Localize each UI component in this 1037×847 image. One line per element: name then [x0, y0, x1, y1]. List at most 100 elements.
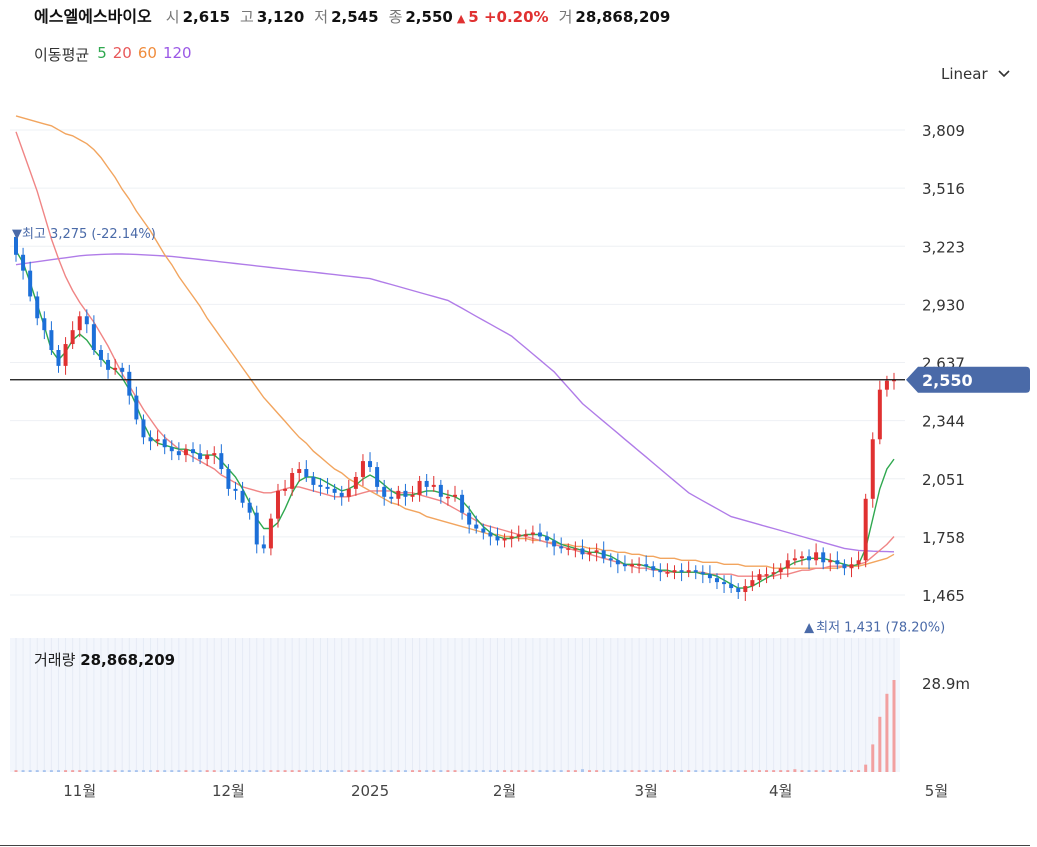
candle-body: [644, 564, 649, 567]
candle-body: [566, 548, 571, 550]
candle: [743, 579, 748, 601]
candle-body: [828, 560, 833, 563]
candle-body: [325, 486, 330, 489]
ma5-line: [15, 250, 895, 589]
volume-bar: [842, 770, 846, 772]
candle: [205, 450, 210, 467]
bottom-divider: [0, 845, 1030, 846]
volume-bar: [99, 770, 103, 772]
candle-body: [552, 540, 557, 547]
candle: [389, 487, 394, 504]
candle-body: [792, 558, 797, 561]
high-annotation: ▼ 최고 3,275 (-22.14%): [12, 227, 156, 242]
candle: [254, 505, 259, 554]
candle-body: [127, 371, 132, 396]
candle-body: [580, 548, 585, 555]
scale-dropdown[interactable]: Linear: [941, 65, 1010, 83]
candle: [84, 309, 89, 334]
candle-body: [368, 461, 373, 468]
x-tick-label: 4월: [769, 782, 792, 800]
candle-body: [523, 534, 528, 536]
volume-title-value: 28,868,209: [80, 651, 176, 669]
volume-bar: [453, 770, 457, 772]
candle-body: [169, 447, 174, 452]
candle: [268, 513, 273, 556]
y-tick-label: 1,465: [922, 587, 965, 605]
candle: [693, 565, 698, 580]
volume-bar: [892, 680, 896, 772]
candle-body: [622, 564, 627, 567]
candle: [183, 444, 188, 463]
volume-bar: [694, 770, 698, 772]
high-annotation-label: 최고 3,275 (-22.14%): [22, 227, 156, 242]
volume-bar: [524, 770, 528, 772]
scale-dropdown-value: Linear: [941, 65, 988, 83]
volume-bar: [821, 770, 825, 772]
candle-body: [615, 560, 620, 565]
candle: [729, 575, 734, 594]
ma-legend-120[interactable]: 120: [162, 44, 192, 62]
volume-bar: [403, 770, 407, 772]
candle-body: [488, 532, 493, 537]
volume-bar: [333, 770, 337, 772]
candle-body: [537, 532, 542, 537]
candle: [771, 563, 776, 580]
volume-bar: [772, 770, 776, 772]
volume-bar: [885, 693, 889, 772]
volume-bar: [488, 770, 492, 772]
volume-bar: [651, 770, 655, 772]
candle: [792, 549, 797, 566]
change-indicator: ▲ 5 +0.20%: [457, 8, 549, 26]
ma-legend-5[interactable]: 5: [97, 44, 107, 62]
candle-body: [63, 344, 68, 366]
ma-legend-60[interactable]: 60: [137, 44, 157, 62]
candle: [233, 481, 238, 500]
candle-body: [28, 270, 33, 297]
candle-body: [686, 570, 691, 573]
candle: [764, 567, 769, 584]
candle-body: [339, 492, 344, 497]
candle-body: [870, 439, 875, 499]
candle-body: [502, 538, 507, 541]
candle: [828, 553, 833, 572]
candle-body: [438, 484, 443, 497]
candle-body: [84, 316, 89, 325]
candle: [615, 553, 620, 574]
candle: [750, 571, 755, 592]
candle: [162, 434, 167, 455]
volume-bar: [262, 770, 266, 772]
candle: [842, 559, 847, 576]
candle-body: [318, 484, 323, 487]
candle-body: [651, 566, 656, 571]
volume-bar: [552, 770, 556, 772]
volume-bar: [765, 770, 769, 772]
volume-bar: [573, 770, 577, 772]
candle: [396, 485, 401, 506]
volume-bar: [156, 770, 160, 772]
candle: [892, 372, 896, 390]
candle: [339, 485, 344, 506]
volume-bar: [382, 770, 386, 772]
candle: [863, 493, 868, 568]
candle: [644, 555, 649, 572]
stock-name[interactable]: 에스엘에스바이오: [34, 7, 152, 26]
y-tick-label: 3,516: [922, 180, 965, 198]
candle-body: [573, 548, 578, 550]
candle: [608, 553, 613, 568]
volume-bar: [354, 770, 358, 772]
candle: [807, 549, 812, 570]
candle: [311, 472, 316, 492]
candle: [42, 311, 47, 340]
candle: [856, 551, 861, 570]
volume-bar: [708, 770, 712, 772]
candle: [587, 547, 592, 562]
candle-body: [842, 564, 847, 569]
volume-bar: [311, 770, 315, 772]
ma-legend-20[interactable]: 20: [112, 44, 132, 62]
candle-body: [778, 568, 783, 573]
volume-bar: [531, 770, 535, 772]
candle: [240, 481, 245, 508]
volume-bar: [163, 770, 167, 772]
volume-bar: [545, 770, 549, 772]
